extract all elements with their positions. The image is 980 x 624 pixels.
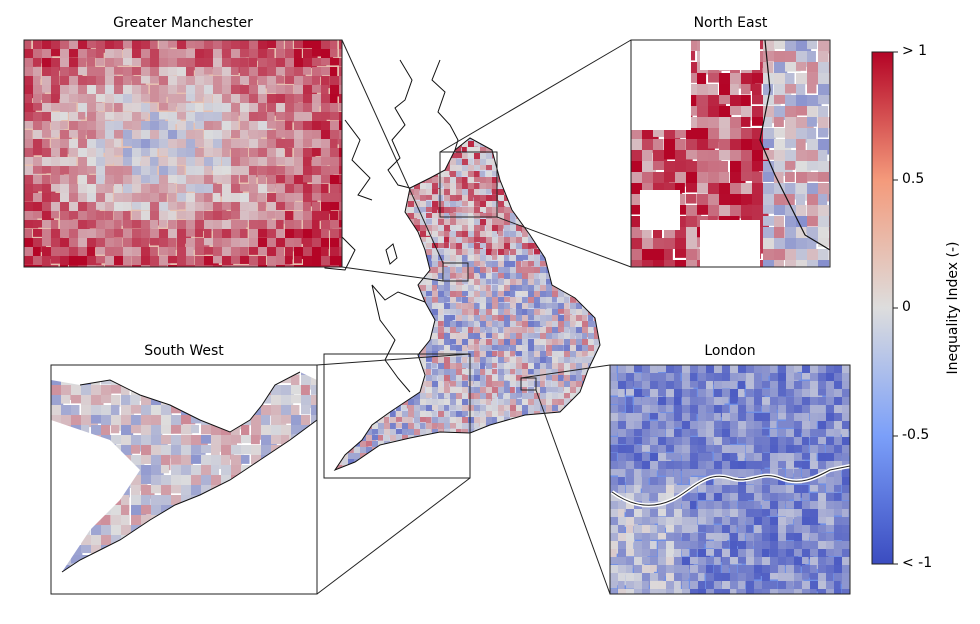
north-east-title: North East bbox=[631, 15, 830, 31]
inset-north-east-cells bbox=[631, 40, 847, 279]
inset-london bbox=[610, 365, 856, 603]
colorbar bbox=[872, 52, 898, 564]
inset-london-cells bbox=[610, 365, 856, 603]
inset-greater-manchester-cells bbox=[24, 40, 353, 280]
england-wales-map bbox=[320, 60, 610, 481]
greater-manchester-title: Greater Manchester bbox=[24, 15, 342, 31]
inset-greater-manchester bbox=[24, 40, 353, 280]
colorbar-axis-label: Inequality Index (-) bbox=[945, 238, 961, 378]
london-title: London bbox=[610, 343, 850, 359]
colorbar-tick-neg-half: -0.5 bbox=[902, 427, 929, 443]
inset-south-west-cells bbox=[51, 365, 328, 601]
inset-south-west bbox=[51, 365, 328, 601]
colorbar-gradient bbox=[872, 52, 893, 564]
colorbar-tick-max: > 1 bbox=[902, 43, 927, 59]
colorbar-tick-half: 0.5 bbox=[902, 171, 924, 187]
colorbar-tick-zero: 0 bbox=[902, 299, 911, 315]
colorbar-tick-min: < -1 bbox=[902, 555, 932, 571]
south-west-title: South West bbox=[51, 343, 317, 359]
inset-north-east bbox=[631, 40, 847, 279]
